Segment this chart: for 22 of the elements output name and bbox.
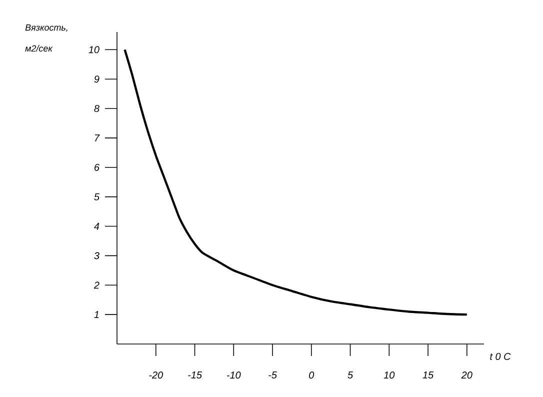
x-axis-title: t 0 C — [490, 352, 511, 360]
y-tick-label: 10 — [88, 46, 100, 54]
text: Вязкость, м2/сек — [25, 24, 68, 52]
y-tick-label: 8 — [94, 105, 100, 112]
x-tick-label: -20 — [149, 372, 164, 379]
x-tick-label: -10 — [226, 372, 241, 379]
y-tick-label: 4 — [94, 222, 100, 230]
y-tick-label: 6 — [94, 164, 100, 171]
x-tick-label: 5 — [348, 372, 354, 378]
x-tick-label: 10 — [384, 372, 395, 379]
y-tick-label: 1 — [94, 311, 99, 318]
y-tick-label: 7 — [94, 134, 100, 142]
x-tick-label: 20 — [461, 372, 472, 379]
y-tick-label: 3 — [94, 252, 100, 260]
y-tick-label: 5 — [94, 193, 100, 200]
line-series — [124, 48, 468, 316]
y-tick-label: 2 — [94, 282, 100, 289]
x-tick-label: 0 — [309, 372, 314, 379]
y-tick-label: 9 — [94, 76, 100, 83]
x-tick-label: -15 — [188, 372, 202, 378]
x-tick-label: -5 — [268, 372, 277, 378]
x-tick-label: 15 — [422, 372, 434, 378]
